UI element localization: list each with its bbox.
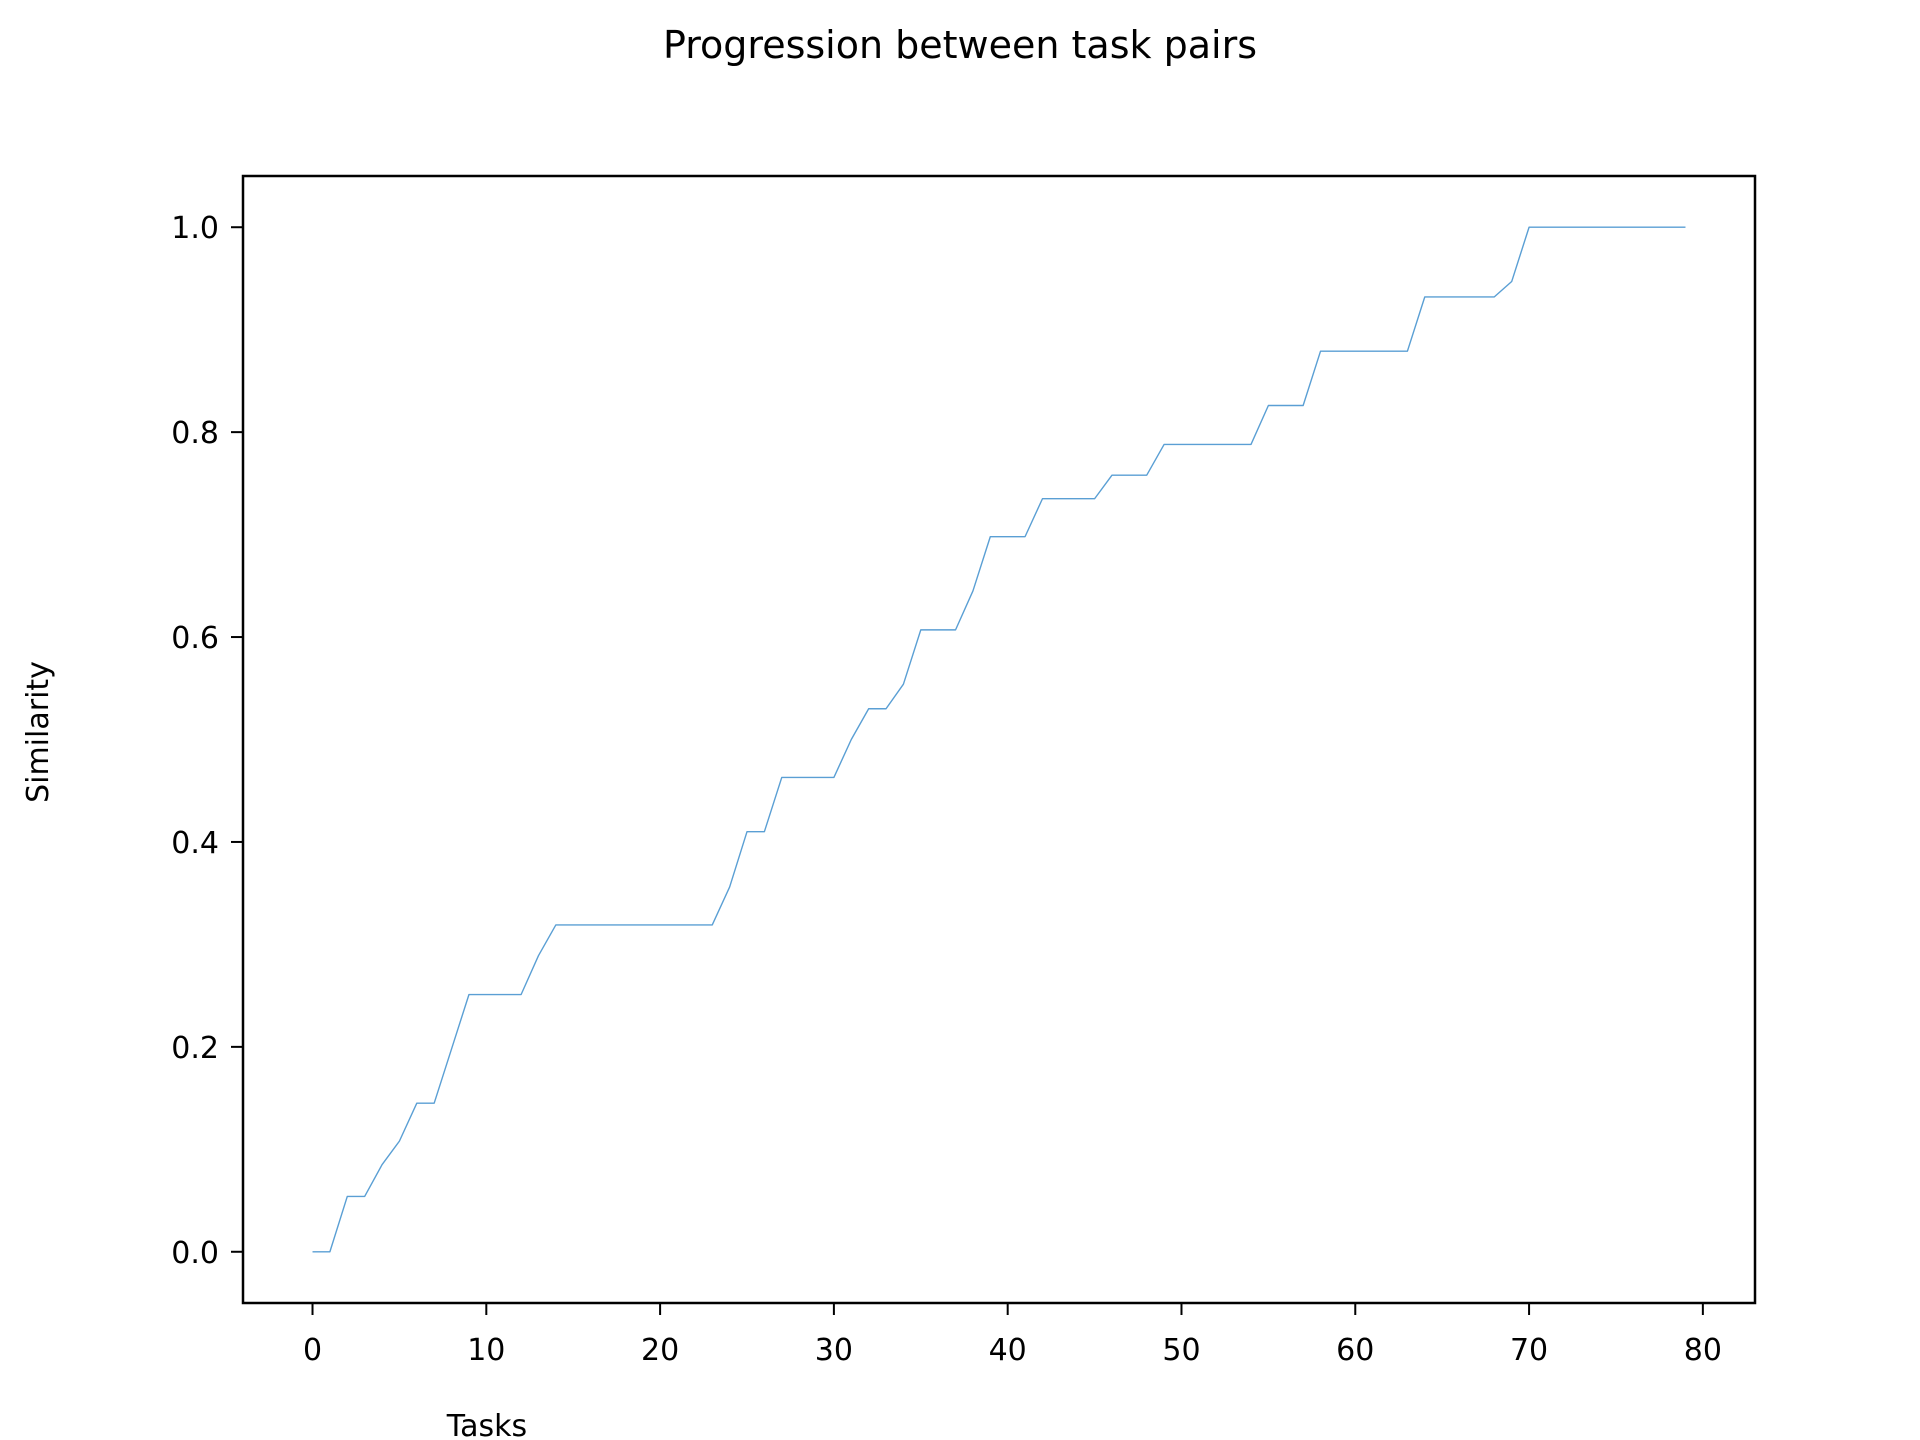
x-axis-title: Tasks <box>446 1409 527 1440</box>
data-series-layer <box>312 226 1686 1253</box>
x-tick-label: 80 <box>1684 1333 1722 1368</box>
x-tick-label: 30 <box>815 1333 853 1368</box>
x-tick-label: 40 <box>989 1333 1027 1368</box>
y-tick-label: 1.0 <box>171 211 219 246</box>
y-tick-label: 0.2 <box>171 1031 219 1066</box>
x-axis: 0 10 20 30 40 50 60 70 80 <box>303 1303 1722 1368</box>
y-tick-label: 0.8 <box>171 416 219 451</box>
x-tick-label: 70 <box>1510 1333 1548 1368</box>
x-tick-label: 0 <box>303 1333 322 1368</box>
plot-frame <box>241 174 1757 1305</box>
series-line <box>312 226 1686 1253</box>
y-axis-title: Similarity <box>21 661 56 803</box>
y-axis: 0.0 0.2 0.4 0.6 0.8 1.0 <box>171 211 243 1271</box>
x-tick-label: 10 <box>467 1333 505 1368</box>
y-tick-label: 0.0 <box>171 1236 219 1271</box>
x-tick-label: 20 <box>641 1333 679 1368</box>
y-tick-label: 0.4 <box>171 826 219 861</box>
plot-area <box>241 174 1757 1305</box>
y-tick-label: 0.6 <box>171 621 219 656</box>
chart-title: Progression between task pairs <box>663 23 1257 67</box>
x-tick-label: 60 <box>1336 1333 1374 1368</box>
x-tick-label: 50 <box>1162 1333 1200 1368</box>
